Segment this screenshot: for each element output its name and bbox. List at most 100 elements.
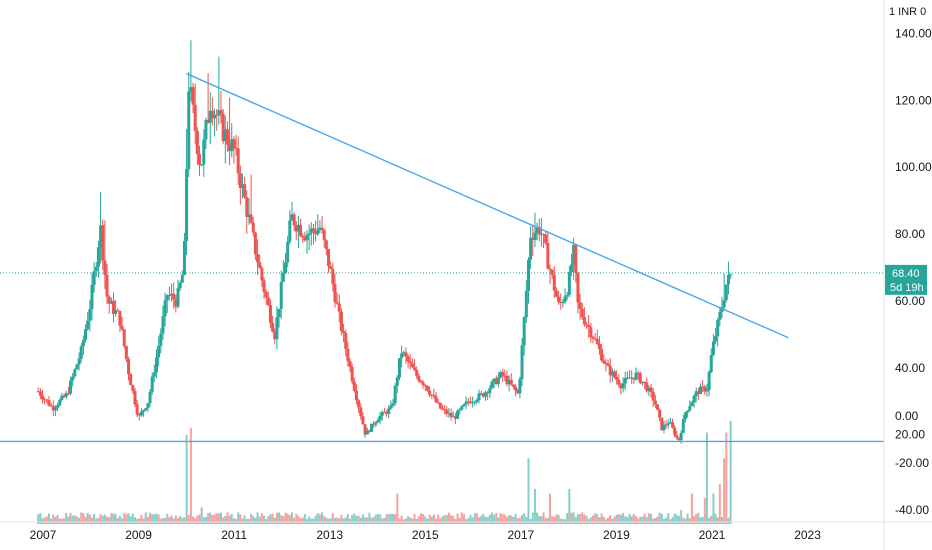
candle-body [277, 308, 281, 318]
candle-body [176, 288, 180, 307]
volume-bar [198, 514, 201, 524]
trendlines[interactable] [0, 72, 884, 443]
candle-body [305, 235, 309, 241]
candle-body [643, 381, 647, 383]
candle-body [316, 229, 320, 235]
volume-bar [650, 513, 653, 524]
volume-bar [536, 512, 539, 524]
volume-bar [159, 518, 162, 524]
volume-bar [293, 517, 296, 524]
volume-bar [153, 514, 156, 524]
candle-body [236, 148, 240, 174]
volume-tick-label: 0.00 [895, 409, 919, 423]
volume-bar [570, 512, 573, 524]
volume-bar [224, 515, 227, 524]
candle-body [111, 300, 115, 314]
candle-body [101, 225, 105, 261]
volume-bar [701, 517, 704, 524]
candle-body [462, 404, 466, 407]
candle-body [66, 393, 70, 395]
time-tick-label: 2013 [316, 528, 343, 542]
candle-body [559, 301, 563, 303]
volume-bar [329, 518, 332, 524]
volume-bar [54, 516, 57, 524]
volume-bar [510, 515, 513, 524]
volume-bar [112, 513, 115, 524]
candle-body [56, 405, 60, 408]
candle-body [370, 423, 374, 432]
volume-bar [232, 518, 235, 524]
candle-body [703, 386, 707, 392]
candle-body [47, 400, 51, 406]
candle-body [311, 228, 315, 232]
candle-body [342, 331, 346, 334]
candle-body [518, 379, 522, 394]
volume-bar [680, 509, 683, 524]
candle-body [638, 373, 642, 384]
candle-body [221, 113, 225, 142]
badge-background [885, 264, 927, 295]
volume-bar [146, 516, 149, 524]
candle-body [223, 129, 227, 142]
candle-body [714, 336, 718, 342]
volume-bar [572, 512, 575, 524]
volume-bar [460, 512, 463, 524]
candle-body [180, 274, 184, 283]
candle-body [133, 390, 137, 405]
candle-body [268, 305, 272, 323]
candle-body [127, 359, 131, 375]
volume-bar [568, 488, 571, 524]
candle-body [318, 227, 322, 230]
volume-bar [239, 514, 242, 524]
candle-body [554, 290, 558, 297]
volume-bar [628, 514, 631, 524]
candle-body [144, 408, 148, 411]
candle-body [167, 294, 171, 296]
candle-body [569, 264, 573, 273]
candle-body [374, 422, 378, 425]
volume-bar [151, 514, 154, 524]
volume-bar [654, 517, 657, 524]
candle-body [380, 411, 384, 416]
volume-bar [209, 512, 212, 524]
volume-bar [308, 516, 311, 524]
volume-bar [514, 513, 517, 524]
volume-bar [587, 518, 590, 524]
volume-bar [609, 515, 612, 524]
candle-body [501, 372, 505, 376]
volume-bar [486, 517, 489, 524]
candle-body [400, 353, 404, 359]
candle-body [365, 430, 369, 435]
candle-body [445, 409, 449, 414]
candle-body [636, 372, 640, 374]
volume-bar [168, 517, 171, 524]
volume-bar [252, 515, 255, 524]
currency-selector[interactable]: 1 INR 0 [889, 6, 927, 18]
volume-bar [43, 517, 46, 524]
volume-bar [366, 517, 369, 524]
candle-body [292, 214, 296, 226]
candle-body [64, 393, 68, 397]
candle-body [623, 378, 627, 384]
candle-body [572, 245, 576, 265]
volume-bar [475, 513, 478, 524]
volume-bar [78, 517, 81, 524]
time-tick-label: 2023 [794, 528, 821, 542]
candle-body [165, 295, 169, 301]
candle-body [600, 349, 604, 361]
volume-bar [121, 518, 124, 524]
volume-bar [376, 513, 379, 524]
candle-body [413, 367, 417, 370]
volume-bar [179, 516, 182, 524]
volume-bar [97, 517, 100, 524]
volume-bar [140, 514, 143, 524]
candle-body [408, 361, 412, 364]
time-axis[interactable]: 2007 2009 2011 2013 2015 2017 2019 2021 2023 [30, 528, 822, 542]
time-tick-label: 2015 [412, 528, 439, 542]
volume-bar [630, 516, 633, 524]
volume-bar [555, 514, 558, 524]
candle-body [716, 320, 720, 337]
candle-body [410, 363, 414, 368]
